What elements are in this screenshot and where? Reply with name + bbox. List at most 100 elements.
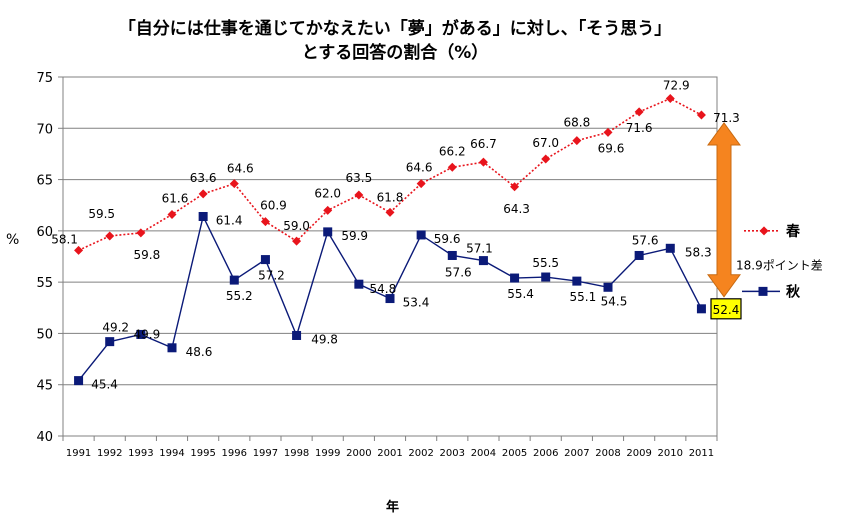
data-label: 55.2 <box>226 289 253 303</box>
x-tick-label: 1995 <box>190 448 215 459</box>
data-point-square <box>696 304 706 314</box>
data-point-square <box>136 329 146 339</box>
data-point-diamond <box>105 231 115 241</box>
y-tick-label: 60 <box>36 225 53 240</box>
data-label: 58.3 <box>685 245 712 259</box>
data-label: 55.1 <box>569 290 596 304</box>
x-tick-label: 1992 <box>97 448 122 459</box>
data-label: 49.9 <box>133 327 160 341</box>
data-label: 69.6 <box>598 141 625 155</box>
data-point-square <box>74 376 84 386</box>
y-axis-label: % <box>6 232 20 248</box>
x-tick-label: 1991 <box>66 448 91 459</box>
data-label: 59.5 <box>88 207 115 221</box>
data-label: 71.6 <box>626 121 653 135</box>
data-label: 60.9 <box>260 199 287 213</box>
data-point-square <box>105 337 115 347</box>
data-label: 64.6 <box>406 161 433 175</box>
data-point-diamond <box>167 209 177 219</box>
data-label: 67.0 <box>532 136 559 150</box>
y-tick-label: 75 <box>36 71 53 86</box>
data-label: 48.6 <box>186 345 213 359</box>
y-axis-ticks: 40 45 50 55 60 65 70 75 <box>36 71 63 445</box>
legend-marker-square <box>758 286 768 296</box>
data-point-square <box>603 282 613 292</box>
data-label: 54.8 <box>369 282 396 296</box>
legend: 春秋 <box>742 223 801 300</box>
data-point-diamond <box>292 236 302 246</box>
x-tick-label: 2011 <box>689 448 714 459</box>
x-tick-label: 2008 <box>595 448 620 459</box>
data-label: 59.9 <box>341 229 368 243</box>
data-label: 72.9 <box>663 79 690 93</box>
data-point-diamond <box>603 127 613 137</box>
data-label: 57.6 <box>632 233 659 247</box>
data-point-diamond <box>416 179 426 189</box>
data-point-square <box>260 255 270 265</box>
series-markers <box>74 94 706 386</box>
data-label: 63.6 <box>190 171 217 185</box>
x-tick-label: 2001 <box>377 448 402 459</box>
x-tick-label: 2000 <box>346 448 371 459</box>
data-label: 54.5 <box>601 294 628 308</box>
legend-label-秋: 秋 <box>786 283 801 300</box>
data-point-square <box>510 273 520 283</box>
data-label: 62.0 <box>314 186 341 200</box>
data-point-square <box>572 276 582 286</box>
data-label: 61.4 <box>216 213 243 227</box>
data-label: 66.7 <box>470 137 497 151</box>
data-point-diamond <box>572 136 582 146</box>
data-label: 63.5 <box>345 171 372 185</box>
data-point-diamond <box>478 157 488 167</box>
x-tick-label: 2002 <box>408 448 433 459</box>
highlight-label: 52.4 <box>713 303 740 317</box>
data-point-diamond <box>634 107 644 117</box>
x-tick-label: 1996 <box>222 448 247 459</box>
data-point-square <box>416 230 426 240</box>
data-point-diamond <box>447 162 457 172</box>
x-tick-label: 2003 <box>440 448 465 459</box>
double-arrow-icon <box>707 122 741 298</box>
data-point-square <box>198 211 208 221</box>
data-point-diamond <box>260 217 270 227</box>
data-point-square <box>354 279 364 289</box>
data-point-diamond <box>74 245 84 255</box>
data-point-square <box>665 243 675 253</box>
data-point-diamond <box>198 189 208 199</box>
x-axis-ticks: 1991 1992 1993 1994 1995 1996 1997 1998 1999 2000… <box>62 436 718 459</box>
data-point-square <box>229 275 239 285</box>
data-point-diamond <box>354 190 364 200</box>
data-point-square <box>478 256 488 266</box>
data-point-diamond <box>323 205 333 215</box>
data-label: 55.5 <box>532 256 559 270</box>
data-point-square <box>323 227 333 237</box>
data-label: 55.4 <box>507 287 534 301</box>
x-tick-label: 2005 <box>502 448 527 459</box>
y-tick-label: 70 <box>36 122 53 137</box>
y-tick-label: 45 <box>36 379 53 394</box>
series-line-春 <box>78 97 702 252</box>
x-tick-label: 1994 <box>159 448 184 459</box>
plot-area-frame <box>62 76 718 437</box>
x-tick-label: 2010 <box>658 448 683 459</box>
x-tick-label: 2007 <box>564 448 589 459</box>
data-label: 49.8 <box>311 332 338 346</box>
data-label: 68.8 <box>563 116 590 130</box>
data-point-square <box>634 250 644 260</box>
data-label: 64.3 <box>503 202 530 216</box>
data-point-square <box>447 250 457 260</box>
data-label: 58.1 <box>51 232 78 246</box>
data-label: 71.3 <box>713 111 740 125</box>
legend-marker-diamond <box>759 226 769 236</box>
difference-annotation: 18.9ポイント差 52.4 <box>707 122 823 320</box>
y-tick-label: 55 <box>36 276 53 291</box>
data-point-diamond <box>510 182 520 192</box>
x-tick-label: 2009 <box>626 448 651 459</box>
data-point-square <box>385 294 395 304</box>
data-label: 57.6 <box>445 265 472 279</box>
highlight-box <box>710 298 742 320</box>
data-label: 59.8 <box>133 248 160 262</box>
data-point-diamond <box>136 228 146 238</box>
x-axis-label: 年 <box>386 500 400 515</box>
